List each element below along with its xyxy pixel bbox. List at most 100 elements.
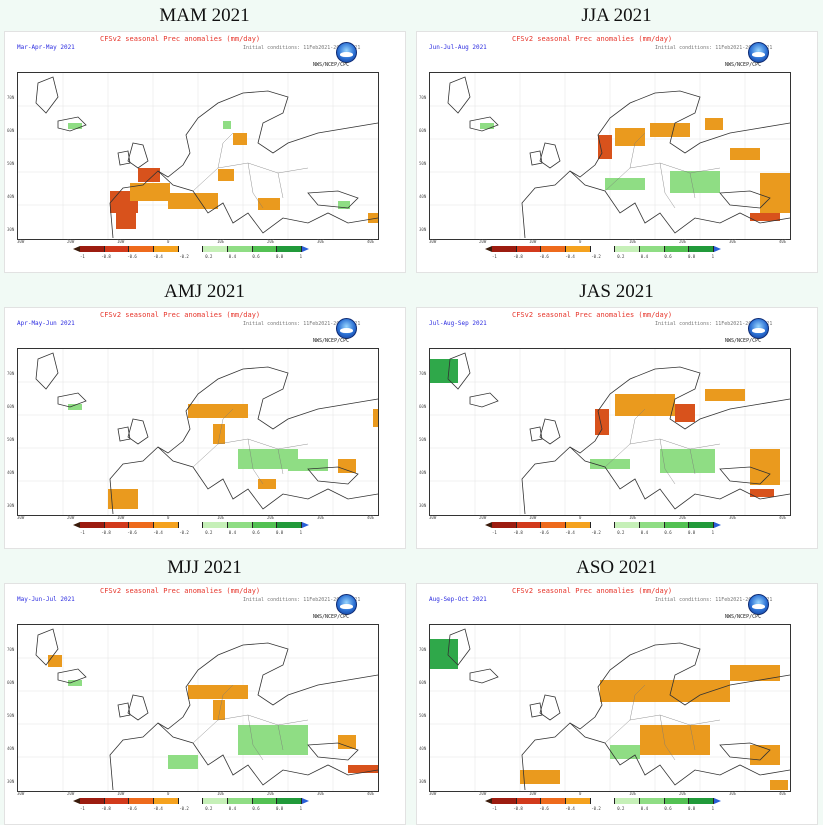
agency-label: NWS/NCEP/CPC	[313, 614, 350, 620]
longitude-label: 30W	[17, 791, 25, 796]
coastline	[109, 90, 378, 239]
anomaly-area-drought	[615, 128, 645, 146]
colorbar-tick-label: -1	[80, 530, 85, 535]
anomaly-area-drought	[258, 198, 280, 210]
anomaly-area-drought	[373, 409, 378, 427]
latitude-label: 60N	[7, 680, 15, 685]
coastline	[57, 668, 87, 684]
colorbar	[485, 246, 722, 252]
longitude-label: 20E	[267, 239, 275, 244]
latitude-label: 40N	[7, 746, 15, 751]
colorbar-ticks: -1 -0.8 -0.6 -0.4 -0.2 0.2 0.4 0.6 0.8 1	[80, 806, 302, 811]
season-months: Jun-Jul-Aug 2021	[429, 44, 487, 51]
coastline	[127, 694, 149, 721]
country-border	[689, 448, 696, 475]
season-months: Aug-Sep-Oct 2021	[429, 596, 487, 603]
colorbar-tick-label: 0.4	[228, 806, 237, 811]
anomaly-area-wet	[168, 755, 198, 769]
colorbar-tick-label: -1	[492, 806, 497, 811]
longitude-label: 10E	[217, 239, 225, 244]
colorbar-tick-label: -0.2	[591, 806, 601, 811]
colorbar-segment	[664, 246, 690, 252]
longitude-label: 40E	[779, 515, 787, 520]
coastline	[127, 418, 149, 445]
map-title: CFSv2 seasonal Prec anomalies (mm/day)	[100, 587, 261, 595]
coastline	[307, 742, 359, 761]
coastline	[109, 366, 378, 515]
colorbar-tick-label: 0.4	[228, 530, 237, 535]
anomaly-area-wet	[223, 121, 231, 129]
anomaly-area-wet	[480, 123, 494, 129]
panel-title: MJJ 2021	[167, 557, 242, 578]
colorbar-segment	[566, 522, 591, 528]
colorbar-tick-label: -0.8	[513, 254, 523, 259]
longitude-label: 20W	[67, 791, 75, 796]
longitude-label: 40E	[367, 515, 375, 520]
colorbar-tick-label: -1	[80, 254, 85, 259]
anomaly-area-drought	[108, 489, 138, 509]
longitude-label: 10E	[217, 515, 225, 520]
latitude-label: 40N	[419, 470, 427, 475]
anomaly-area-drought	[770, 780, 788, 790]
colorbar	[485, 798, 722, 804]
latitude-label: 40N	[7, 470, 15, 475]
colorbar-tick-label: 0.8	[687, 530, 696, 535]
anomaly-area-drought	[640, 725, 710, 755]
europe-map	[17, 348, 379, 516]
map-title: CFSv2 seasonal Prec anomalies (mm/day)	[512, 587, 673, 595]
noaa-logo-icon	[336, 42, 357, 63]
anomaly-area-wet	[238, 449, 298, 469]
coastline	[57, 392, 87, 408]
longitude-label: 30W	[429, 239, 437, 244]
colorbar-low-arrow	[73, 522, 80, 528]
colorbar-segment	[689, 246, 715, 252]
agency-label: NWS/NCEP/CPC	[313, 338, 350, 344]
coastline	[307, 190, 359, 209]
season-months: May-Jun-Jul 2021	[17, 596, 75, 603]
coastline	[539, 142, 561, 169]
coastline	[539, 694, 561, 721]
anomaly-area-wet	[238, 725, 308, 755]
colorbar-tick-label: 0.6	[664, 530, 672, 535]
colorbar-segment	[129, 798, 155, 804]
colorbar-tick-label: -0.6	[127, 806, 137, 811]
colorbar-high-arrow	[714, 246, 722, 252]
colorbar-segment	[252, 246, 278, 252]
longitude-label: 10E	[629, 791, 637, 796]
panel-title: AMJ 2021	[164, 281, 245, 302]
agency-label: NWS/NCEP/CPC	[313, 62, 350, 68]
longitude-label: 30E	[317, 239, 325, 244]
coastline	[529, 702, 543, 718]
europe-map	[429, 72, 791, 240]
colorbar-tick-label: 0.8	[275, 530, 284, 535]
longitude-label: 20E	[679, 239, 687, 244]
anomaly-area-wet	[338, 201, 350, 209]
colorbar-tick-label: -0.2	[591, 530, 601, 535]
anomaly-area-drought	[218, 169, 234, 181]
country-border	[629, 684, 646, 721]
colorbar-tick-label: 1	[299, 530, 302, 535]
colorbar-segment	[615, 246, 641, 252]
anomaly-area-drought	[368, 213, 378, 223]
longitude-label: 20E	[267, 515, 275, 520]
colorbar-tick-label: 0.6	[664, 254, 672, 259]
forecast-panel-0: MAM 2021 CFSv2 seasonal Prec anomalies (…	[2, 2, 407, 273]
colorbar	[485, 522, 722, 528]
longitude-label: 30E	[317, 515, 325, 520]
colorbar-tick-label: 0.2	[617, 806, 625, 811]
longitude-label: 10W	[117, 791, 125, 796]
anomaly-area-wet	[670, 171, 720, 193]
colorbar-segment	[516, 522, 542, 528]
colorbar-segment	[277, 522, 303, 528]
longitude-label: 10W	[529, 239, 537, 244]
country-border	[277, 448, 284, 475]
coastline	[529, 150, 543, 166]
coastline	[521, 642, 790, 791]
latitude-label: 70N	[7, 95, 15, 100]
coastline	[719, 466, 771, 485]
colorbar	[73, 798, 310, 804]
anomaly-area-drought	[258, 479, 276, 489]
coastline	[719, 742, 771, 761]
map-figure: CFSv2 seasonal Prec anomalies (mm/day) A…	[4, 307, 406, 549]
anomaly-area-wet	[68, 123, 82, 129]
